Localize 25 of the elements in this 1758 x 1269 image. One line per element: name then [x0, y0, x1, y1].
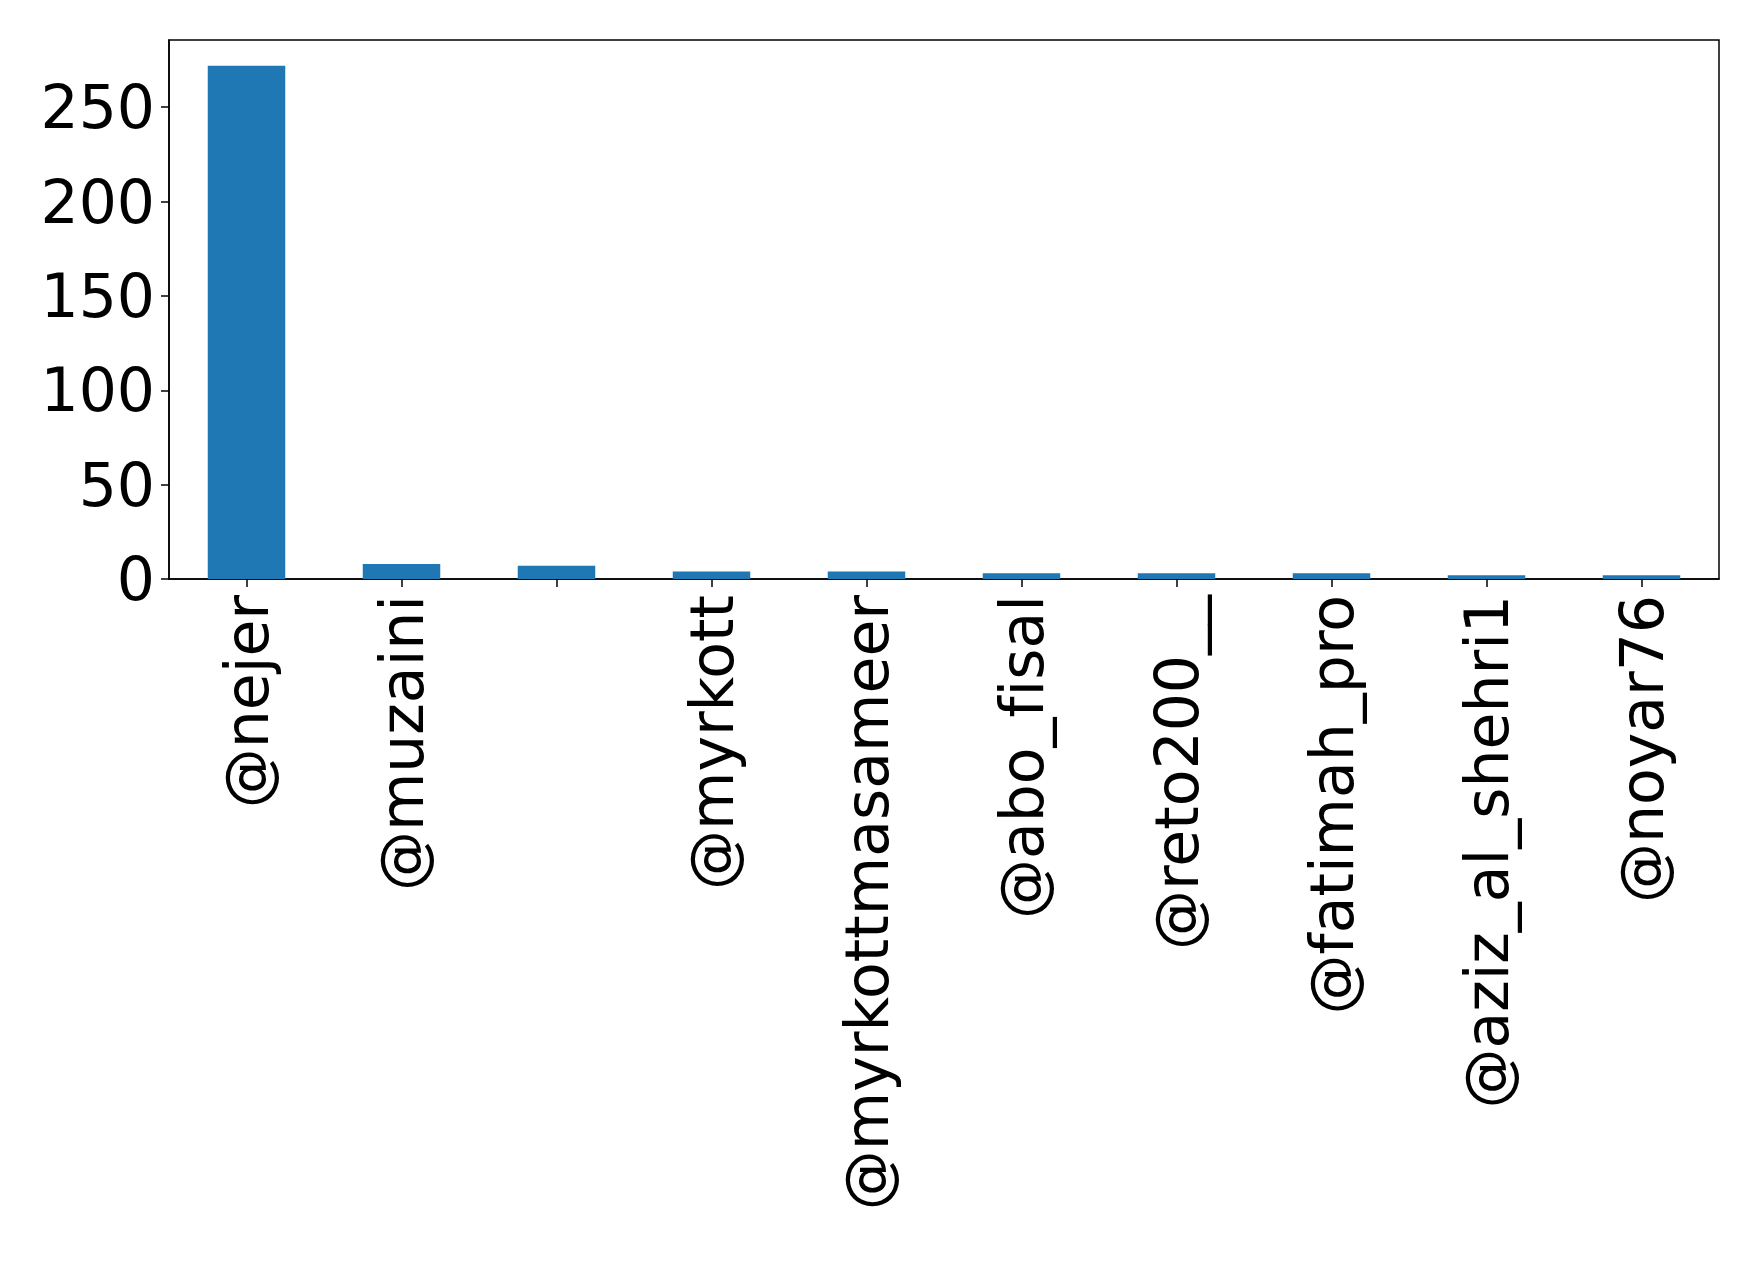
x-tick-label: @muzaini: [366, 595, 437, 892]
x-tick-label: @myrkott: [676, 595, 747, 890]
bar: [1137, 573, 1216, 579]
x-tick-label: @fatimah_pro: [1296, 595, 1367, 1015]
y-tick-label: 200: [40, 166, 155, 237]
bar: [982, 573, 1061, 579]
bar: [672, 571, 751, 579]
bar: [1602, 575, 1681, 579]
bar: [207, 65, 286, 579]
x-tick-label: @aziz_al_shehri1: [1451, 595, 1522, 1109]
x-tick-label: @nejer: [211, 594, 282, 809]
y-tick-label: 150: [40, 260, 155, 331]
x-tick-label: @abo_fisal: [986, 595, 1057, 920]
bar: [362, 563, 441, 579]
x-tick-label: @reto200__: [1141, 594, 1212, 951]
x-tick-label: @noyar76: [1606, 595, 1677, 904]
bar: [517, 565, 596, 579]
y-tick-label: 250: [40, 72, 155, 143]
y-tick-label: 50: [78, 449, 155, 520]
y-tick-label: 0: [116, 544, 155, 614]
bar: [1447, 575, 1526, 579]
y-tick-label: 100: [40, 355, 155, 426]
bar: [827, 571, 906, 579]
bar: [1292, 573, 1371, 579]
x-tick-label: @myrkottmasameer: [831, 594, 902, 1211]
